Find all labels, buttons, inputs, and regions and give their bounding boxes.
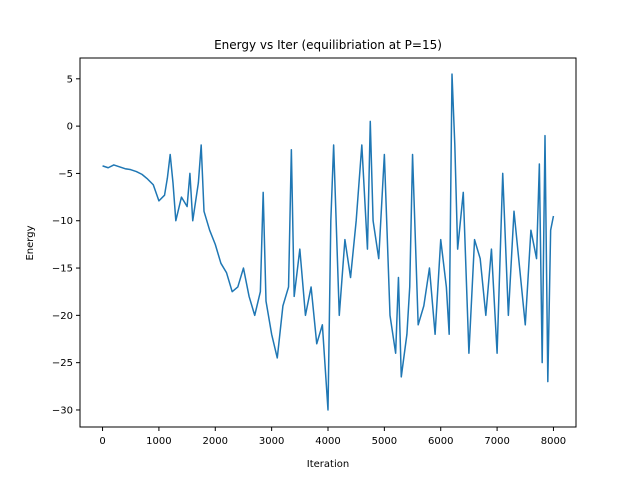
y-tick-label: −30 (52, 405, 73, 416)
x-tick-label: 4000 (315, 436, 340, 447)
chart-title: Energy vs Iter (equilibriation at P=15) (214, 38, 442, 52)
y-tick-label: 0 (67, 122, 73, 133)
x-tick-label: 6000 (428, 436, 453, 447)
x-tick-label: 8000 (541, 436, 566, 447)
y-axis: 5 0 −5 −10 −15 −20 −25 −30 (52, 74, 80, 416)
y-tick-label: −25 (52, 358, 73, 369)
x-axis: 0 1000 2000 3000 4000 5000 6000 7000 8000 (99, 427, 566, 447)
plot-area (102, 73, 555, 411)
y-tick-label: −10 (52, 216, 73, 227)
x-tick-label: 7000 (484, 436, 509, 447)
x-tick-label: 2000 (203, 436, 228, 447)
y-tick-label: 5 (67, 74, 73, 85)
energy-series-line-0 (102, 73, 555, 411)
x-tick-label: 5000 (372, 436, 397, 447)
x-tick-label: 1000 (146, 436, 171, 447)
y-tick-label: −20 (52, 311, 73, 322)
y-tick-label: −5 (58, 169, 73, 180)
y-tick-label: −15 (52, 264, 73, 275)
y-axis-label: Energy (25, 225, 36, 260)
x-tick-label: 3000 (259, 436, 284, 447)
x-tick-label: 0 (99, 436, 105, 447)
x-axis-label: Iteration (307, 459, 349, 470)
